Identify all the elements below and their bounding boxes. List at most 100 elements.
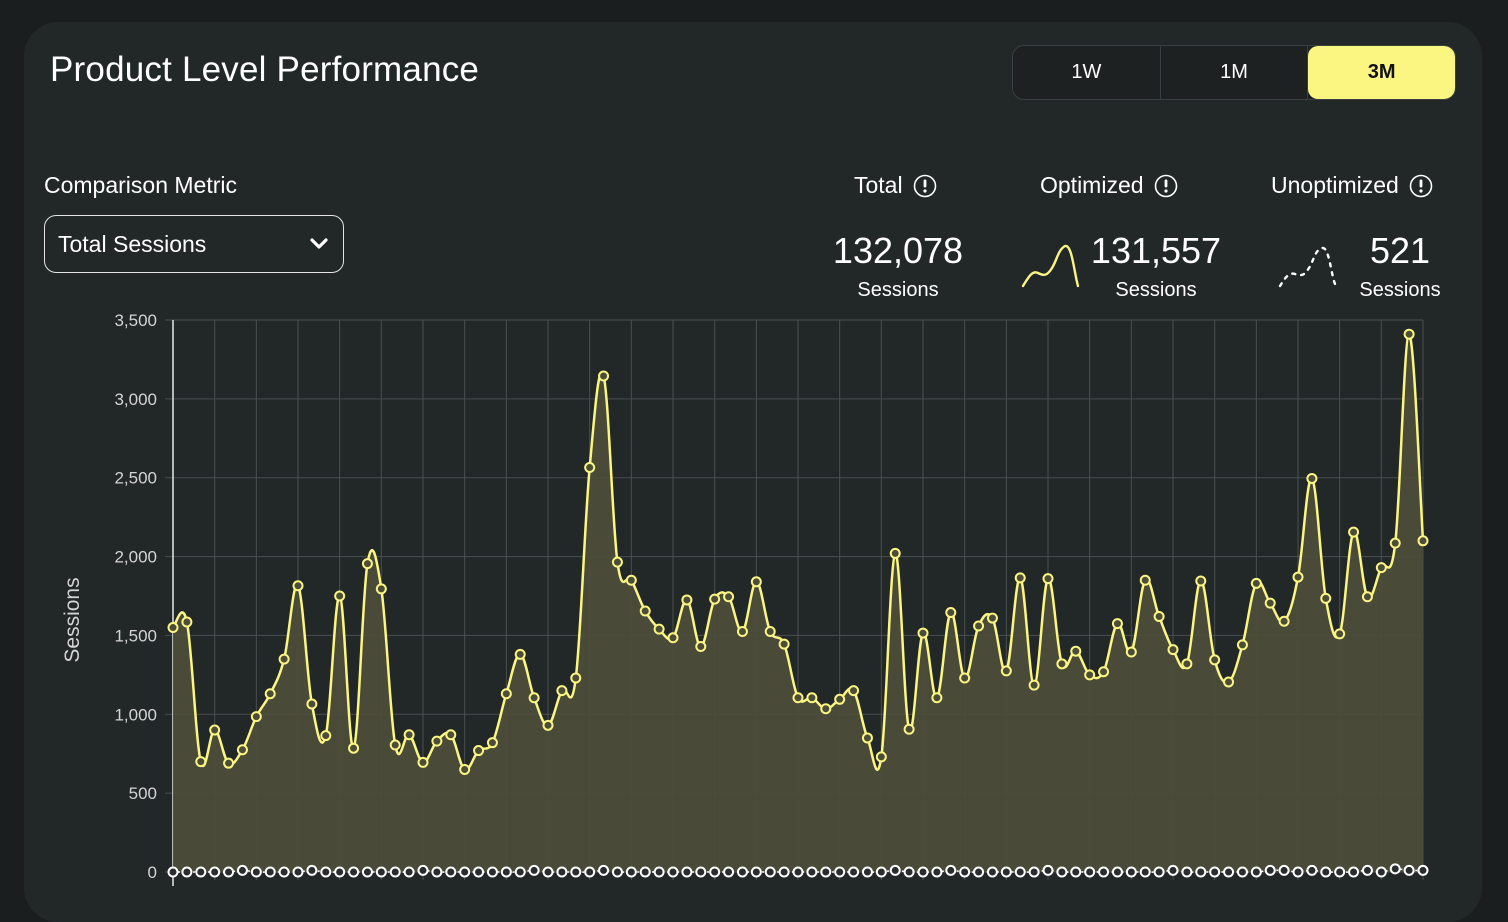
optimized-point [1278, 615, 1290, 627]
stat-unoptimized-label: Unoptimized [1271, 172, 1399, 198]
unoptimized-point [556, 866, 568, 878]
info-icon[interactable] [1409, 174, 1433, 198]
stat-total-unit: Sessions [857, 279, 939, 301]
unoptimized-point [1361, 864, 1373, 876]
unoptimized-point [1223, 866, 1235, 878]
unoptimized-point [528, 864, 540, 876]
optimized-point [1389, 537, 1401, 549]
optimized-point [1028, 679, 1040, 691]
optimized-point [1361, 591, 1373, 603]
optimized-point [1403, 328, 1415, 340]
y-tick-label: 2,000 [114, 548, 157, 567]
solid-line-icon [1021, 244, 1080, 288]
unoptimized-point [1236, 866, 1248, 878]
unoptimized-point [223, 866, 235, 878]
comparison-metric-select[interactable]: Total Sessions [44, 215, 344, 273]
unoptimized-point [1084, 866, 1096, 878]
unoptimized-point [334, 866, 346, 878]
unoptimized-point [1320, 866, 1332, 878]
range-1m-button[interactable]: 1M [1161, 46, 1309, 99]
stat-optimized-label: Optimized [1040, 172, 1144, 198]
optimized-point [1320, 592, 1332, 604]
info-icon[interactable] [913, 174, 937, 198]
optimized-point [250, 711, 262, 723]
unoptimized-point [375, 866, 387, 878]
optimized-point [361, 558, 373, 570]
optimized-point [973, 620, 985, 632]
optimized-point [834, 693, 846, 705]
unoptimized-point [1000, 866, 1012, 878]
optimized-point [473, 745, 485, 757]
unoptimized-point [625, 866, 637, 878]
optimized-point [1181, 658, 1193, 670]
optimized-area [173, 334, 1423, 872]
stat-unoptimized-header: Unoptimized [1271, 172, 1433, 199]
optimized-point [1306, 473, 1318, 485]
optimized-point [875, 751, 887, 763]
unoptimized-point [250, 866, 262, 878]
optimized-point [792, 692, 804, 704]
optimized-point [723, 591, 735, 603]
stat-total-value: 132,078 [832, 230, 964, 271]
unoptimized-point [1111, 866, 1123, 878]
optimized-point [1056, 658, 1068, 670]
optimized-point [236, 744, 248, 756]
optimized-point [209, 724, 221, 736]
y-tick-label: 2,500 [114, 469, 157, 488]
stat-optimized-value: 131,557 [1090, 230, 1222, 271]
unoptimized-point [723, 866, 735, 878]
optimized-point [1084, 669, 1096, 681]
unoptimized-point [695, 866, 707, 878]
optimized-point [486, 737, 498, 749]
unoptimized-point [278, 866, 290, 878]
optimized-point [1209, 654, 1221, 666]
range-1w-button[interactable]: 1W [1013, 46, 1161, 99]
unoptimized-point [1028, 866, 1040, 878]
unoptimized-point [1417, 864, 1429, 876]
info-icon[interactable] [1154, 174, 1178, 198]
stat-total-header: Total [854, 172, 937, 199]
unoptimized-point [459, 866, 471, 878]
optimized-point [764, 625, 776, 637]
unoptimized-point [167, 866, 179, 878]
optimized-point [1167, 644, 1179, 656]
comparison-metric-value: Total Sessions [58, 230, 207, 257]
unoptimized-point [931, 866, 943, 878]
optimized-point [778, 638, 790, 650]
optimized-point [736, 625, 748, 637]
chevron-down-icon [310, 238, 328, 249]
unoptimized-point [959, 866, 971, 878]
optimized-point [1348, 526, 1360, 538]
unoptimized-point [917, 866, 929, 878]
range-3m-button[interactable]: 3M [1308, 46, 1455, 99]
unoptimized-point [848, 866, 860, 878]
optimized-point [181, 616, 193, 628]
optimized-point [1070, 645, 1082, 657]
unoptimized-point [403, 866, 415, 878]
optimized-point [320, 730, 332, 742]
optimized-point [889, 547, 901, 559]
unoptimized-point [1098, 866, 1110, 878]
unoptimized-point [306, 864, 318, 876]
optimized-point [556, 685, 568, 697]
optimized-point [903, 723, 915, 735]
optimized-point [653, 623, 665, 635]
unoptimized-point [1278, 864, 1290, 876]
unoptimized-point [750, 866, 762, 878]
unoptimized-point [1195, 866, 1207, 878]
unoptimized-point [1167, 864, 1179, 876]
optimized-point [500, 688, 512, 700]
unoptimized-point [820, 866, 832, 878]
unoptimized-point [861, 866, 873, 878]
unoptimized-point [986, 866, 998, 878]
unoptimized-point [389, 866, 401, 878]
unoptimized-point [903, 866, 915, 878]
optimized-point [1375, 562, 1387, 574]
unoptimized-point [1389, 863, 1401, 875]
optimized-point [806, 692, 818, 704]
optimized-point [306, 698, 318, 710]
optimized-point [528, 692, 540, 704]
page-title: Product Level Performance [50, 50, 480, 89]
optimized-point [584, 461, 596, 473]
unoptimized-point [473, 866, 485, 878]
